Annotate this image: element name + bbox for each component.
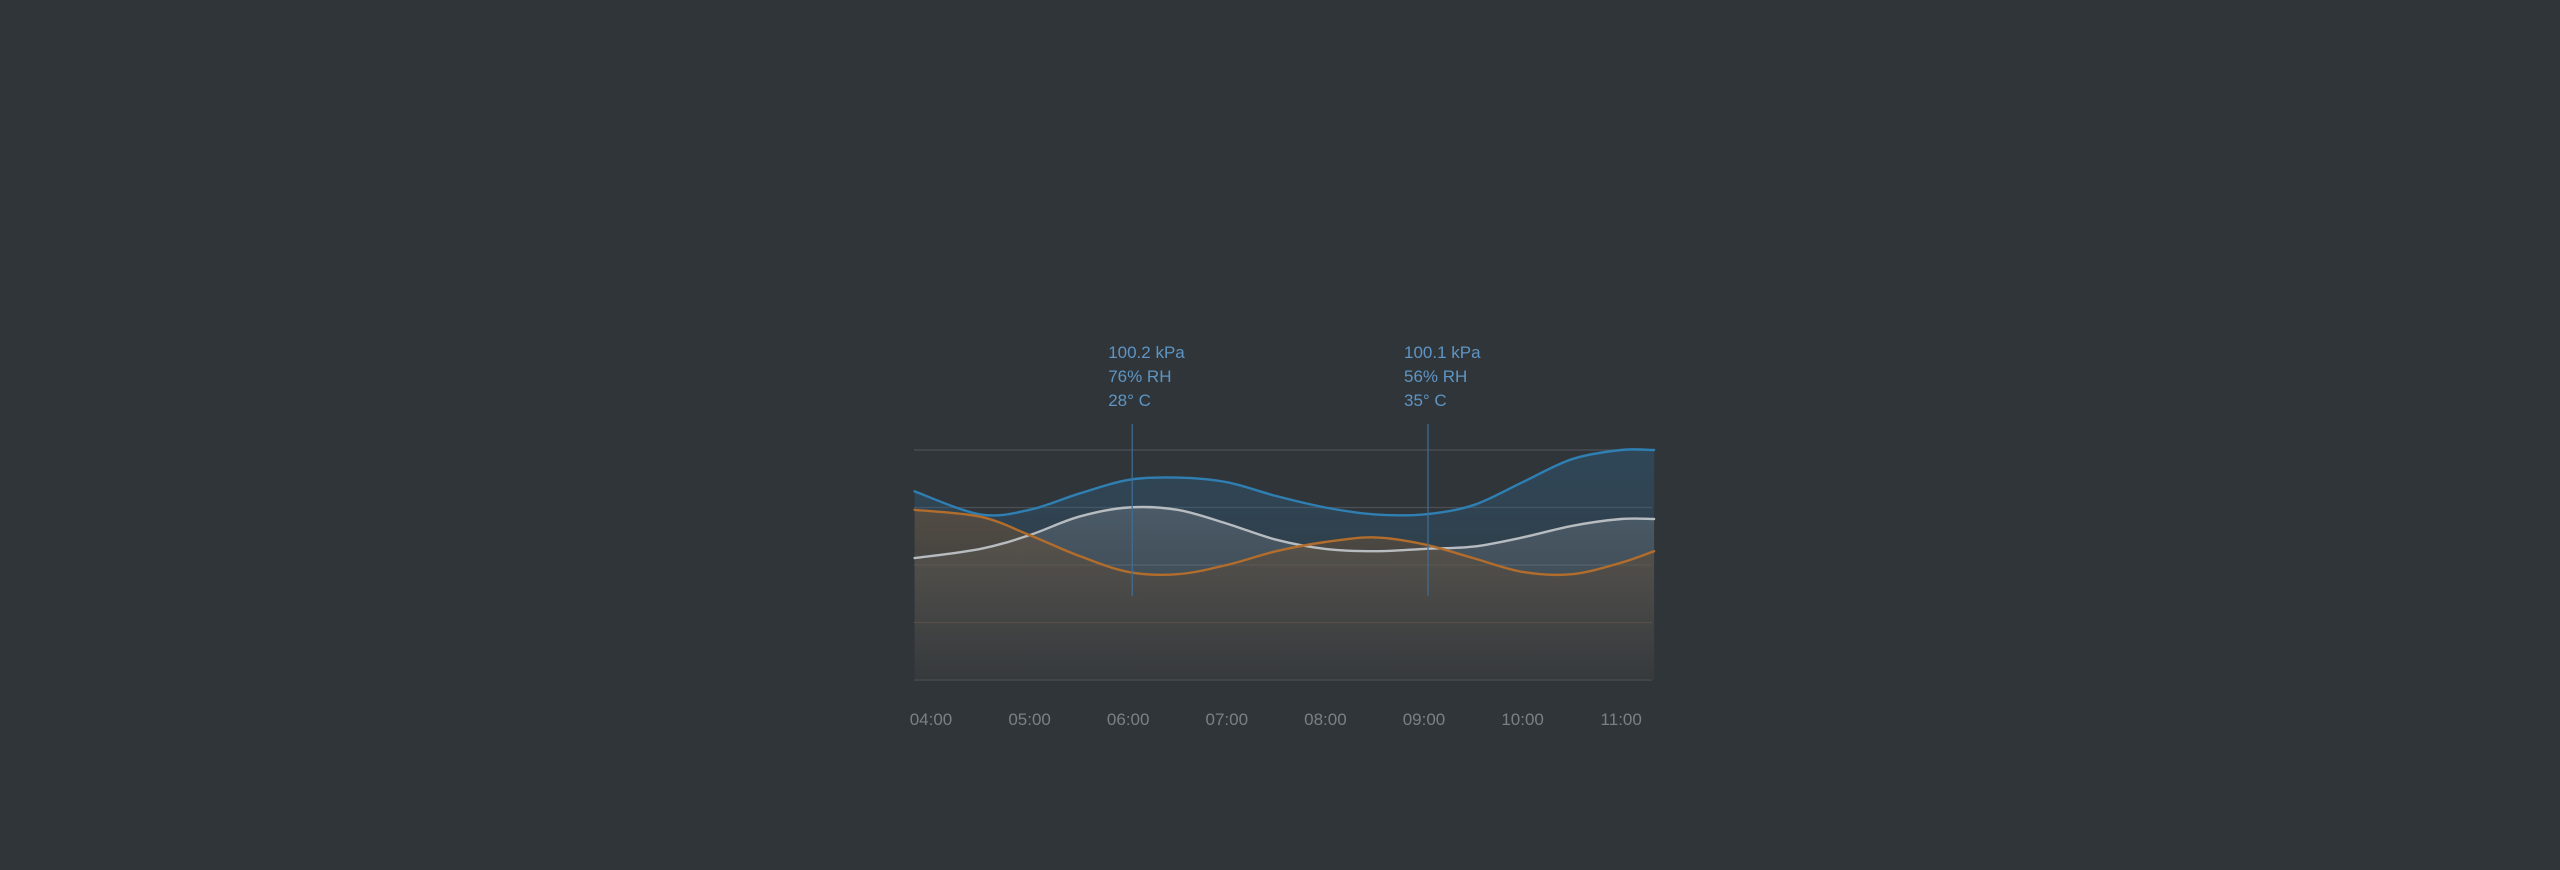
x-tick-label: 06:00 [1107,710,1150,729]
x-tick-label: 05:00 [1008,710,1051,729]
annotation-label: 76% RH [1108,367,1171,386]
x-tick-label: 08:00 [1304,710,1347,729]
x-tick-label: 10:00 [1501,710,1544,729]
series-areas [914,449,1655,680]
series-line-2 [913,508,1656,577]
x-tick-label: 07:00 [1206,710,1249,729]
annotation-label: 100.1 kPa [1404,343,1481,362]
series-area-2 [914,509,1655,680]
series-line-1 [913,505,1656,560]
x-tick-label: 04:00 [910,710,953,729]
annotation-label: 28° C [1108,391,1151,410]
series-line-0 [913,448,1656,517]
annotation-markers [1131,424,1429,596]
annotation-label: 35° C [1404,391,1447,410]
series-lines [913,448,1656,577]
x-tick-label: 11:00 [1601,710,1642,729]
annotation-label: 56% RH [1404,367,1467,386]
tick-labels: 100.2 kPa 76% RH 28° C 100.1 kPa 56% RH 35° C… [910,343,1642,729]
annotation-label: 100.2 kPa [1108,343,1185,362]
x-tick-label: 09:00 [1403,710,1446,729]
